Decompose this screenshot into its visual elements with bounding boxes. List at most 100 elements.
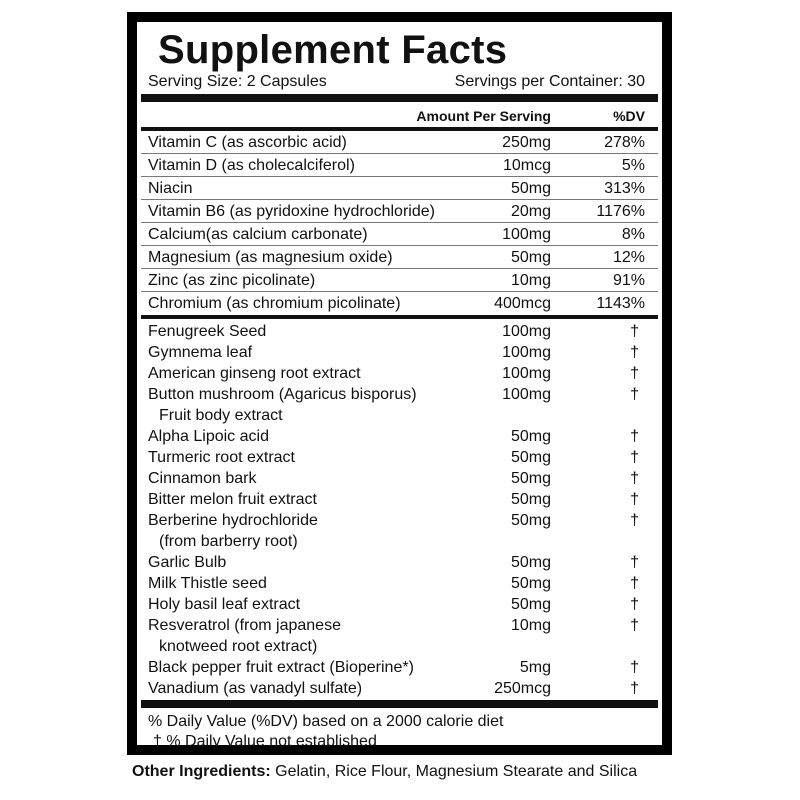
botanical-row: Alpha Lipoic acid 50mg † — [141, 426, 658, 447]
nutrient-dv: 91% — [612, 272, 645, 289]
footnote: † % Daily Value not established — [153, 733, 377, 750]
serving-size: Serving Size: 2 Capsules — [148, 73, 327, 90]
dagger-symbol: † — [630, 449, 639, 466]
nutrient-table: Vitamin C (as ascorbic acid) 250mg 278% Vit… — [141, 131, 658, 315]
botanical-name-continued: (from barberry root) — [159, 533, 298, 550]
botanical-name: Alpha Lipoic acid — [148, 428, 269, 445]
column-header: Amount Per Serving %DV — [137, 106, 662, 126]
serving-info: Serving Size: 2 Capsules Servings per Co… — [148, 73, 645, 91]
nutrient-amount: 10mg — [510, 272, 551, 289]
nutrient-name: Calcium(as calcium carbonate) — [148, 226, 368, 243]
nutrient-name: Niacin — [148, 180, 193, 197]
nutrient-amount: 50mg — [510, 180, 551, 197]
nutrient-dv: 1176% — [596, 203, 645, 220]
botanical-row: Black pepper fruit extract (Bioperine*) 5… — [141, 657, 658, 678]
nutrient-row: Chromium (as chromium picolinate) 400mcg 1… — [141, 292, 658, 315]
botanical-row: Garlic Bulb 50mg † — [141, 552, 658, 573]
footnotes: % Daily Value (%DV) based on a 2000 calo… — [148, 712, 503, 752]
botanical-amount: 100mg — [502, 365, 551, 382]
servings-per-container: Servings per Container: 30 — [454, 73, 645, 90]
botanical-row-continuation: Fruit body extract — [141, 405, 658, 426]
botanical-amount: 100mg — [502, 386, 551, 403]
dagger-symbol: † — [630, 344, 639, 361]
nutrient-name: Zinc (as zinc picolinate) — [148, 272, 316, 289]
botanical-row-continuation: (from barberry root) — [141, 531, 658, 552]
other-ingredients: Other Ingredients: Gelatin, Rice Flour, … — [132, 763, 637, 781]
nutrient-row: Vitamin D (as cholecalciferol) 10mcg 5% — [141, 154, 658, 177]
dagger-symbol: † — [630, 428, 639, 445]
botanical-amount: 50mg — [510, 554, 551, 571]
botanical-row: Vanadium (as vanadyl sulfate) 250mcg † — [141, 678, 658, 699]
nutrient-dv: 313% — [604, 180, 645, 197]
nutrient-name: Chromium (as chromium picolinate) — [148, 295, 401, 312]
nutrient-row: Niacin 50mg 313% — [141, 177, 658, 200]
nutrient-dv: 12% — [612, 249, 645, 266]
botanical-amount: 50mg — [510, 449, 551, 466]
nutrient-name: Vitamin B6 (as pyridoxine hydrochloride) — [148, 203, 435, 220]
botanical-row: Gymnema leaf 100mg † — [141, 342, 658, 363]
dagger-symbol: † — [630, 575, 639, 592]
botanical-amount: 5mg — [519, 659, 551, 676]
dagger-symbol: † — [630, 491, 639, 508]
botanical-amount: 100mg — [502, 344, 551, 361]
botanical-row: Milk Thistle seed 50mg † — [141, 573, 658, 594]
nutrient-amount: 250mg — [502, 134, 551, 151]
nutrient-name: Magnesium (as magnesium oxide) — [148, 249, 393, 266]
botanical-row: Fenugreek Seed 100mg † — [141, 321, 658, 342]
botanical-amount: 250mcg — [494, 680, 551, 697]
botanical-row-continuation: knotweed root extract) — [141, 636, 658, 657]
botanical-name: Holy basil leaf extract — [148, 596, 301, 613]
divider — [141, 315, 658, 319]
nutrient-dv: 8% — [621, 226, 645, 243]
divider — [141, 127, 658, 131]
botanical-amount: 10mg — [510, 617, 551, 634]
dagger-symbol: † — [630, 680, 639, 697]
footnote: % Daily Value (%DV) based on a 2000 calo… — [148, 713, 504, 730]
dagger-symbol: † — [630, 323, 639, 340]
nutrient-name: Vitamin C (as ascorbic acid) — [148, 134, 347, 151]
botanical-row: Turmeric root extract 50mg † — [141, 447, 658, 468]
botanical-amount: 50mg — [510, 512, 551, 529]
botanical-name: Berberine hydrochloride — [148, 512, 318, 529]
dagger-symbol: † — [630, 386, 639, 403]
botanical-row: Berberine hydrochloride 50mg † — [141, 510, 658, 531]
dagger-symbol: † — [630, 512, 639, 529]
nutrient-row: Calcium(as calcium carbonate) 100mg 8% — [141, 223, 658, 246]
amount-header: Amount Per Serving — [416, 108, 551, 124]
botanical-name-continued: Fruit body extract — [159, 407, 283, 424]
dv-header: %DV — [613, 108, 645, 124]
botanical-amount: 50mg — [510, 470, 551, 487]
nutrient-dv: 5% — [621, 157, 645, 174]
botanical-row: Cinnamon bark 50mg † — [141, 468, 658, 489]
botanical-name: Fenugreek Seed — [148, 323, 267, 340]
botanical-name: American ginseng root extract — [148, 365, 361, 382]
botanical-amount: 50mg — [510, 596, 551, 613]
dagger-symbol: † — [630, 470, 639, 487]
dagger-symbol: † — [630, 365, 639, 382]
nutrient-row: Vitamin B6 (as pyridoxine hydrochloride)… — [141, 200, 658, 223]
botanical-name: Turmeric root extract — [148, 449, 295, 466]
botanical-row: American ginseng root extract 100mg † — [141, 363, 658, 384]
panel-title: Supplement Facts — [158, 28, 508, 72]
botanical-table: Fenugreek Seed 100mg † Gymnema leaf 100mg † Am… — [141, 321, 658, 699]
botanical-name: Gymnema leaf — [148, 344, 253, 361]
nutrient-row: Vitamin C (as ascorbic acid) 250mg 278% — [141, 131, 658, 154]
supplement-facts-panel: Supplement Facts Serving Size: 2 Capsule… — [127, 12, 672, 755]
dagger-symbol: † — [630, 617, 639, 634]
botanical-name: Garlic Bulb — [148, 554, 227, 571]
botanical-name: Milk Thistle seed — [148, 575, 267, 592]
dagger-symbol: † — [630, 596, 639, 613]
botanical-row: Resveratrol (from japanese 10mg † — [141, 615, 658, 636]
nutrient-amount: 20mg — [510, 203, 551, 220]
nutrient-amount: 100mg — [502, 226, 551, 243]
thick-divider — [141, 94, 658, 102]
botanical-name: Bitter melon fruit extract — [148, 491, 317, 508]
botanical-row: Button mushroom (Agaricus bisporus) 100mg… — [141, 384, 658, 405]
nutrient-amount: 10mcg — [502, 157, 551, 174]
nutrient-row: Zinc (as zinc picolinate) 10mg 91% — [141, 269, 658, 292]
botanical-amount: 50mg — [510, 428, 551, 445]
botanical-amount: 50mg — [510, 491, 551, 508]
botanical-row: Bitter melon fruit extract 50mg † — [141, 489, 658, 510]
botanical-name-continued: knotweed root extract) — [159, 638, 318, 655]
dagger-symbol: † — [630, 659, 639, 676]
